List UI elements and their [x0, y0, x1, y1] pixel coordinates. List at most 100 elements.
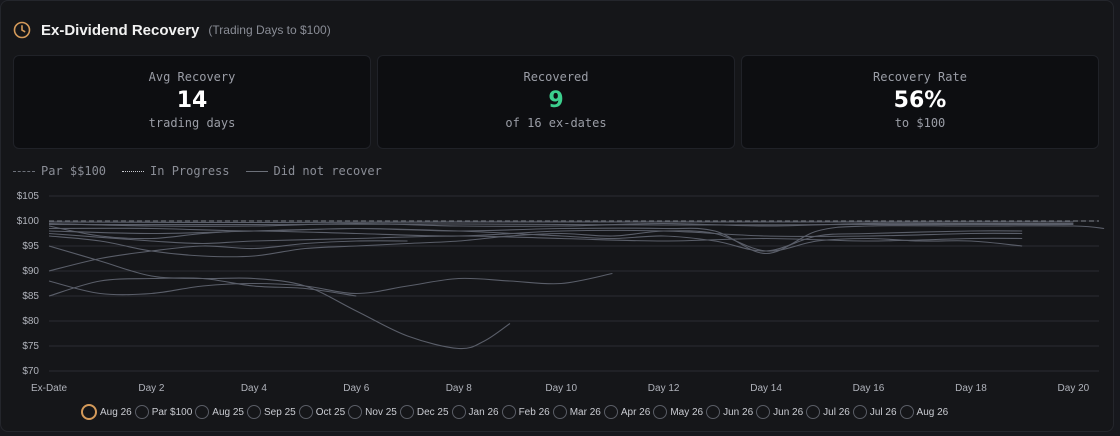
series-toggle-label: Sep 25 — [264, 406, 296, 418]
series-toggle-label: Jun 26 — [723, 406, 754, 418]
series-toggle[interactable]: Dec 25 — [399, 405, 449, 419]
stat-value: 9 — [548, 88, 564, 113]
series-toggle-label: Oct 25 — [315, 406, 346, 418]
radio-circle-icon — [501, 405, 516, 419]
series-toggle[interactable]: Jan 26 — [451, 405, 499, 419]
series-line — [48, 223, 1074, 226]
radio-circle-icon — [653, 405, 668, 419]
radio-circle-icon — [552, 405, 567, 419]
series-toggle[interactable]: Apr 26 — [603, 405, 651, 419]
radio-circle-icon — [247, 405, 261, 419]
radio-circle-icon — [756, 405, 771, 419]
x-tick-label: Day 18 — [955, 383, 987, 394]
radio-circle-icon — [134, 405, 149, 419]
series-toggle-label: Aug 26 — [916, 406, 949, 418]
y-tick-label: $70 — [22, 366, 39, 377]
series-toggle[interactable]: Aug 26 — [899, 405, 949, 419]
recovery-line-chart: $105 $100 $95 $90 $85 $80 $75 $70 Ex-Date Day 2 Da… — [17, 191, 1105, 394]
dashed-line-icon — [13, 170, 35, 172]
series-toggle[interactable]: Jun 26 — [706, 405, 753, 419]
legend-item-did-not-recover[interactable]: Did not recover — [245, 164, 382, 178]
y-tick-label: $85 — [22, 291, 39, 302]
series-line — [48, 272, 613, 296]
radio-circle-icon — [706, 405, 721, 419]
stat-label: Recovery Rate — [873, 70, 967, 84]
radio-circle-icon — [852, 405, 867, 419]
series-toggle[interactable]: Nov 25 — [348, 405, 397, 419]
radio-circle-icon — [298, 405, 313, 419]
series-toggle[interactable]: Aug 25 — [195, 405, 244, 419]
series-toggle-label: Aug 25 — [212, 406, 244, 418]
radio-circle-icon — [195, 405, 210, 419]
stat-value: 14 — [176, 88, 208, 113]
radio-circle-icon — [81, 404, 97, 420]
series-line — [48, 240, 408, 272]
series-toggle-label: Dec 25 — [416, 406, 449, 418]
clock-icon — [13, 21, 31, 39]
x-tick-label: Day 10 — [545, 383, 577, 394]
series-toggle[interactable]: Par $100 — [134, 405, 193, 419]
radio-circle-icon — [603, 405, 618, 419]
x-tick-label: Day 20 — [1058, 383, 1090, 394]
series-line — [48, 232, 1023, 245]
series-toggle-label: Aug 26 — [100, 406, 132, 418]
stat-card-avg-recovery: Avg Recovery 14 trading days — [13, 55, 371, 149]
panel-header: Ex-Dividend Recovery (Trading Days to $1… — [13, 21, 331, 39]
y-tick-label: $90 — [22, 266, 39, 277]
radio-circle-icon — [806, 405, 821, 419]
stat-value: 56% — [893, 88, 947, 113]
series-toggle[interactable]: Mar 26 — [552, 405, 601, 419]
stat-label: Avg Recovery — [148, 70, 236, 84]
x-tick-label: Day 4 — [241, 383, 268, 394]
series-toggle[interactable]: Sep 25 — [247, 405, 296, 419]
series-toggle[interactable]: Feb 26 — [501, 405, 550, 419]
stat-sub: of 16 ex-dates — [505, 116, 607, 130]
series-toggle-label: Nov 25 — [365, 406, 397, 418]
radio-circle-icon — [399, 405, 414, 419]
x-tick-label: Day 2 — [138, 383, 165, 394]
series-toggle-label: Par $100 — [151, 406, 193, 418]
legend-label: Par $$100 — [41, 164, 107, 178]
radio-circle-icon — [451, 405, 466, 419]
x-tick-label: Day 12 — [648, 383, 680, 394]
y-tick-label: $80 — [22, 316, 39, 327]
legend-label: In Progress — [150, 164, 230, 178]
series-toggle[interactable]: Oct 25 — [298, 405, 346, 419]
legend-label: Did not recover — [273, 164, 382, 178]
series-line — [48, 227, 1023, 252]
stat-sub: trading days — [148, 116, 236, 130]
legend-item-par[interactable]: Par $$100 — [13, 164, 106, 178]
series-toggle-label: Jun 26 — [773, 406, 804, 418]
series-line — [48, 225, 1023, 240]
series-toggle[interactable]: Aug 26 — [81, 404, 132, 420]
series-toggle-label: Jul 26 — [823, 406, 850, 418]
series-toggle[interactable]: Jul 26 — [852, 405, 897, 419]
radio-circle-icon — [348, 405, 363, 419]
stat-card-recovered: Recovered 9 of 16 ex-dates — [377, 55, 735, 149]
series-line — [48, 221, 1074, 224]
series-toggle-label: Jul 26 — [869, 406, 897, 418]
series-toggle[interactable]: Jul 26 — [806, 405, 850, 419]
chart-legend: Par $$100 In Progress Did not recover — [13, 164, 398, 178]
dotted-line-icon — [122, 170, 145, 172]
x-tick-label: Day 14 — [750, 383, 782, 394]
series-line — [48, 277, 357, 297]
series-toggle[interactable]: Jun 26 — [756, 405, 803, 419]
series-toggle-label: Apr 26 — [620, 406, 651, 418]
y-tick-label: $75 — [22, 341, 39, 352]
stat-card-recovery-rate: Recovery Rate 56% to $100 — [741, 55, 1099, 149]
series-line — [48, 222, 1074, 227]
x-tick-label: Day 16 — [853, 383, 885, 394]
x-tick-label: Day 8 — [446, 383, 473, 394]
series-toggle[interactable]: May 26 — [653, 405, 703, 419]
x-tick-label: Day 6 — [343, 383, 370, 394]
legend-item-in-progress[interactable]: In Progress — [122, 164, 230, 178]
series-line — [48, 245, 511, 350]
panel-title: Ex-Dividend Recovery — [41, 21, 200, 39]
panel-subtitle: (Trading Days to $100) — [208, 23, 331, 37]
series-toggle-label: May 26 — [670, 406, 704, 418]
series-toggle-label: Jan 26 — [468, 406, 499, 418]
series-selector: Aug 26 Par $100 Aug 25 Sep 25 Oct 25 Nov 25 De… — [81, 404, 951, 420]
y-tick-label: $100 — [17, 216, 40, 227]
